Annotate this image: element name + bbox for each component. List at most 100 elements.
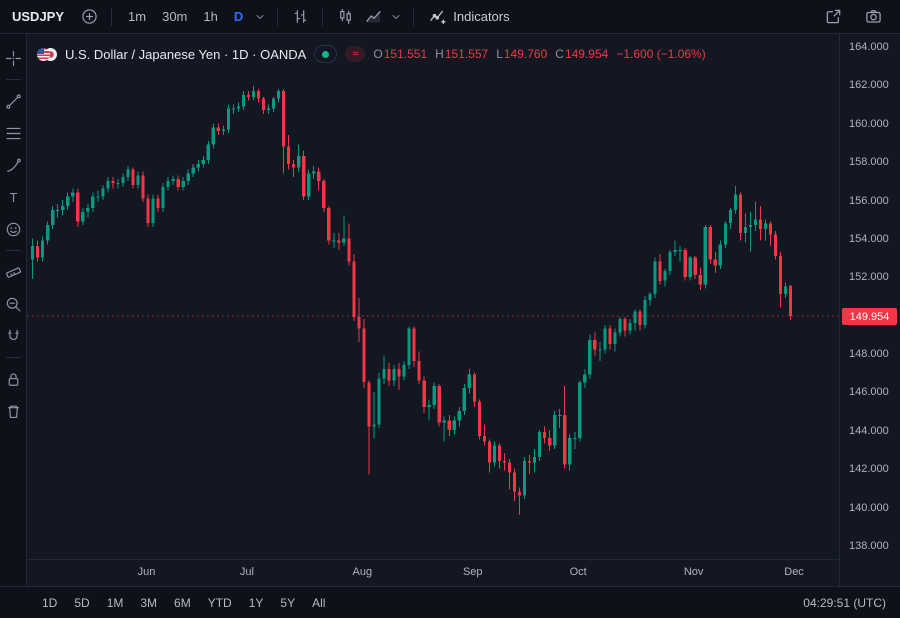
price-tick: 142.000 <box>849 463 889 476</box>
range-6m-button[interactable]: 6M <box>174 595 191 610</box>
price-tick: 162.000 <box>849 79 889 92</box>
range-5y-button[interactable]: 5Y <box>280 595 296 610</box>
camera-icon <box>865 10 881 23</box>
compare-add-button[interactable] <box>76 4 102 30</box>
range-1d-button[interactable]: 1D <box>42 595 58 610</box>
plus-circle-icon <box>81 9 97 24</box>
data-mode-badge[interactable]: ≈ <box>345 46 366 62</box>
indicators-label: Indicators <box>453 9 510 24</box>
date-range-buttons: 1D 5D 1M 3M 6M YTD 1Y 5Y All <box>42 596 325 610</box>
chart-legend: U.S. Dollar / Japanese Yen · 1D · OANDA … <box>37 45 706 63</box>
tool-trend-line-button[interactable] <box>0 88 26 114</box>
price-tick: 140.000 <box>849 501 889 514</box>
top-toolbar: USDJPY 1m 30m 1h D Indicators <box>0 0 900 34</box>
svg-text:T: T <box>9 190 17 205</box>
interval-1m-button[interactable]: 1m <box>128 9 147 24</box>
price-tick: 148.000 <box>849 348 889 361</box>
tool-measure-button[interactable] <box>0 259 26 285</box>
toolbar-separator <box>277 7 279 26</box>
tool-magnet-button[interactable] <box>0 323 26 349</box>
usdjpy-flag-icon <box>37 47 57 61</box>
time-tick-jul: Jul <box>239 566 254 579</box>
magnet-icon <box>7 329 19 340</box>
indicators-button[interactable]: Indicators <box>423 8 515 25</box>
chart-type-bars-button[interactable] <box>287 4 313 30</box>
close-value: 149.954 <box>564 47 609 61</box>
chart-column: U.S. Dollar / Japanese Yen · 1D · OANDA … <box>27 34 839 586</box>
emoji-icon <box>6 222 20 236</box>
trash-icon <box>7 405 19 418</box>
low-value: 149.760 <box>503 47 548 61</box>
tool-brush-button[interactable] <box>0 152 26 178</box>
indicators-icon <box>430 10 446 25</box>
chevron-down-icon <box>256 14 264 19</box>
price-tick: 160.000 <box>849 117 889 130</box>
tool-text-button[interactable]: T <box>0 184 26 210</box>
interval-1d-button[interactable]: D <box>233 9 244 24</box>
close-label: C <box>555 47 564 61</box>
price-tick: 154.000 <box>849 232 889 245</box>
area-chart-icon <box>366 10 381 23</box>
brush-icon <box>6 158 21 172</box>
toolbar-separator <box>5 79 21 80</box>
market-status-badge[interactable] <box>314 45 338 63</box>
candles-chart-icon <box>339 9 351 24</box>
open-in-new-window-button[interactable] <box>820 4 846 30</box>
fib-retracement-icon <box>6 127 20 139</box>
symbol-button[interactable]: USDJPY <box>12 9 65 24</box>
time-tick-sep: Sep <box>462 566 483 579</box>
range-ytd-button[interactable]: YTD <box>207 595 232 610</box>
change-readout: −1.600 (−1.06%) <box>616 47 706 61</box>
price-tick: 138.000 <box>849 540 889 552</box>
interval-menu-button[interactable] <box>252 4 268 30</box>
tool-trash-button[interactable] <box>0 398 26 424</box>
chart-type-menu-button[interactable] <box>388 4 404 30</box>
range-1y-button[interactable]: 1Y <box>248 595 264 610</box>
chart-pane[interactable]: U.S. Dollar / Japanese Yen · 1D · OANDA … <box>27 34 839 560</box>
range-5d-button[interactable]: 5D <box>74 595 90 610</box>
range-1m-button[interactable]: 1M <box>106 595 124 610</box>
interval-30m-button[interactable]: 30m <box>162 9 188 24</box>
range-all-button[interactable]: All <box>312 595 326 610</box>
tool-crosshair-button[interactable] <box>0 45 26 71</box>
tool-zoom-button[interactable] <box>0 291 26 317</box>
drawing-toolbar: T <box>0 34 27 586</box>
time-tick-oct: Oct <box>569 566 587 579</box>
price-tick: 158.000 <box>849 156 889 169</box>
chart-type-candles-button[interactable] <box>332 4 358 30</box>
time-tick-jun: Jun <box>137 566 156 579</box>
measure-icon <box>5 266 21 278</box>
bars-chart-icon <box>294 10 307 23</box>
range-3m-button[interactable]: 3M <box>140 595 158 610</box>
time-tick-dec: Dec <box>784 566 804 579</box>
toolbar-separator <box>322 7 324 26</box>
price-tick: 152.000 <box>849 271 889 284</box>
price-tick: 156.000 <box>849 194 889 207</box>
share-arrow-icon <box>826 9 840 24</box>
high-label: H <box>435 47 444 61</box>
price-axis[interactable]: 149.954 164.000 162.000 160.000 158.000 156.… <box>839 34 900 586</box>
clock[interactable]: 04:29:51 (UTC) <box>803 595 886 610</box>
toolbar-separator <box>5 357 21 358</box>
high-value: 151.557 <box>444 47 489 61</box>
candlestick-chart[interactable] <box>27 34 839 559</box>
main-area: T U.S. Dollar / Japanese Yen · 1D · OAND… <box>0 34 900 586</box>
symbol-title[interactable]: U.S. Dollar / Japanese Yen · 1D · OANDA <box>65 46 307 62</box>
time-axis[interactable]: Jun Jul Aug Sep Oct Nov Dec <box>27 559 839 586</box>
price-tick: 144.000 <box>849 424 889 437</box>
chart-type-area-button[interactable] <box>360 4 386 30</box>
toolbar-separator <box>111 7 113 26</box>
price-tick: 164.000 <box>849 41 889 53</box>
low-label: L <box>496 47 503 61</box>
text-icon: T <box>9 190 17 205</box>
tool-lock-button[interactable] <box>0 366 26 392</box>
time-tick-aug: Aug <box>352 566 373 579</box>
trend-line-icon <box>5 93 21 109</box>
tool-fib-retracement-button[interactable] <box>0 120 26 146</box>
last-price-label: 149.954 <box>842 308 897 326</box>
screenshot-button[interactable] <box>860 4 886 30</box>
interval-1h-button[interactable]: 1h <box>203 9 218 24</box>
toolbar-separator <box>5 250 21 251</box>
tool-emoji-button[interactable] <box>0 216 26 242</box>
